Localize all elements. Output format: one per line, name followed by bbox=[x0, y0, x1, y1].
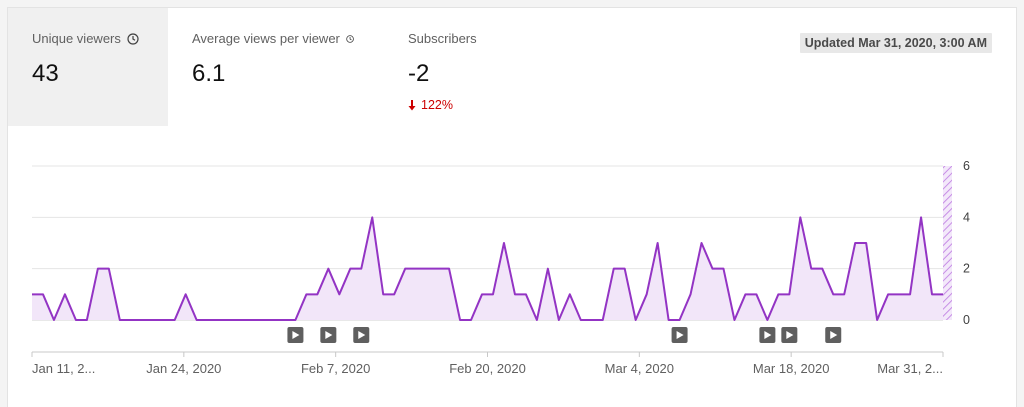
video-marker[interactable] bbox=[825, 327, 842, 343]
partial-period-hatch bbox=[943, 166, 952, 320]
series-line bbox=[32, 216, 943, 321]
video-marker[interactable] bbox=[320, 327, 337, 343]
play-icon bbox=[358, 331, 366, 339]
metric-label: Average views per viewer bbox=[192, 31, 340, 46]
x-tick-label: Mar 4, 2020 bbox=[605, 361, 674, 376]
metric-tab-subscribers[interactable]: Subscribers -2 122% bbox=[384, 8, 564, 126]
clock-icon bbox=[127, 32, 139, 45]
video-marker[interactable] bbox=[781, 327, 798, 343]
metric-label: Unique viewers bbox=[32, 31, 121, 46]
y-tick-label: 2 bbox=[963, 262, 970, 276]
y-tick-label: 4 bbox=[963, 210, 970, 224]
x-tick-label: Mar 31, 2... bbox=[877, 361, 943, 376]
x-tick-label: Jan 24, 2020 bbox=[146, 361, 221, 376]
metric-change-value: 122% bbox=[421, 98, 453, 112]
video-marker[interactable] bbox=[353, 327, 370, 343]
updated-badge: Updated Mar 31, 2020, 3:00 AM bbox=[799, 33, 992, 53]
video-marker[interactable] bbox=[759, 327, 776, 343]
play-icon bbox=[786, 331, 794, 339]
metric-label: Subscribers bbox=[408, 31, 477, 46]
video-marker[interactable] bbox=[671, 327, 688, 343]
play-icon bbox=[325, 331, 333, 339]
play-icon bbox=[764, 331, 772, 339]
metric-tab-unique-viewers[interactable]: Unique viewers 43 bbox=[8, 8, 168, 126]
series-area bbox=[32, 217, 943, 320]
y-tick-label: 0 bbox=[963, 313, 970, 327]
x-tick-label: Feb 20, 2020 bbox=[449, 361, 526, 376]
metric-tab-average-views-per-viewer[interactable]: Average views per viewer 6.1 bbox=[168, 8, 378, 126]
metric-value: 6.1 bbox=[192, 60, 226, 87]
play-icon bbox=[292, 331, 300, 339]
play-icon bbox=[830, 331, 838, 339]
play-icon bbox=[676, 331, 684, 339]
metric-change: 122% bbox=[408, 98, 540, 112]
x-tick-label: Jan 11, 2... bbox=[32, 361, 95, 376]
metric-value: -2 bbox=[408, 60, 430, 87]
arrow-down-icon bbox=[408, 99, 416, 110]
x-tick-label: Mar 18, 2020 bbox=[753, 361, 830, 376]
video-marker[interactable] bbox=[287, 327, 304, 343]
y-tick-label: 6 bbox=[963, 159, 970, 173]
analytics-card: Unique viewers 43 Average views per view… bbox=[7, 7, 1017, 407]
clock-icon bbox=[346, 34, 354, 43]
metric-value: 43 bbox=[32, 60, 59, 87]
x-tick-label: Feb 7, 2020 bbox=[301, 361, 370, 376]
